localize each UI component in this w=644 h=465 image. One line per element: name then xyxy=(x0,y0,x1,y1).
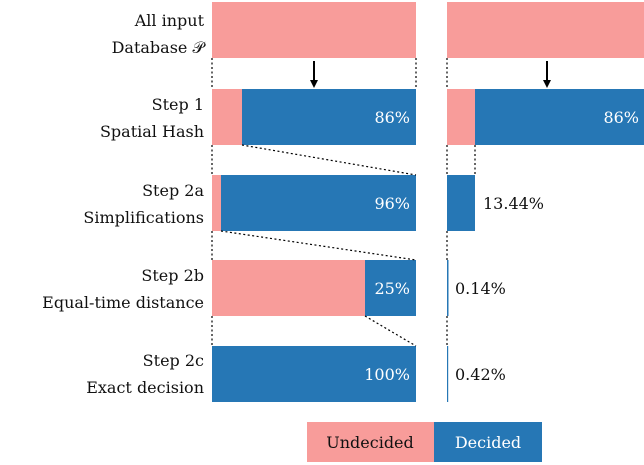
stage-1-label-2: Spatial Hash xyxy=(100,122,204,141)
right-row-3-pct: 0.14% xyxy=(455,279,506,298)
legend-decided-label: Decided xyxy=(455,433,521,452)
right-row-4-pct: 0.42% xyxy=(455,365,506,384)
legend-decided-swatch xyxy=(434,422,542,462)
right-row-1-decided xyxy=(475,89,644,145)
left-row-1-undecided xyxy=(212,89,242,145)
stage-0-label-1: All input xyxy=(134,11,205,30)
right-column: 86% 13.44% 0.14% 0.42% xyxy=(446,2,644,402)
left-row-1-pct: 86% xyxy=(374,108,410,127)
left-row-2-undecided xyxy=(212,175,221,231)
right-row-0-undecided xyxy=(447,2,644,58)
right-row-3-decided xyxy=(447,260,449,316)
legend-undecided-label: Undecided xyxy=(326,433,414,452)
left-row-3-decided xyxy=(365,260,416,316)
stage-3-label-2: Equal-time distance xyxy=(42,293,204,312)
right-row-4-decided xyxy=(447,346,449,402)
stage-4-label-1: Step 2c xyxy=(143,351,204,370)
right-row-2-decided xyxy=(447,175,475,231)
right-row-1-pct: 86% xyxy=(603,108,639,127)
legend-undecided-swatch xyxy=(307,422,434,462)
left-row-3-undecided xyxy=(212,260,365,316)
stage-3-label-1: Step 2b xyxy=(141,266,204,285)
left-row-4-pct: 100% xyxy=(364,365,410,384)
right-connectors xyxy=(446,58,476,346)
row-labels: All input Database 𝒫 Step 1 Spatial Hash… xyxy=(42,11,206,397)
left-row-3-pct: 25% xyxy=(374,279,410,298)
left-row-1-decided xyxy=(242,89,416,145)
stage-0-label-2: Database 𝒫 xyxy=(112,38,207,57)
left-connectors xyxy=(211,58,417,347)
left-row-2-pct: 96% xyxy=(374,194,410,213)
left-column: 86% 96% 25% 100% xyxy=(211,2,417,402)
left-row-4-decided xyxy=(212,346,416,402)
left-row-0-undecided xyxy=(212,2,416,58)
stage-4-label-2: Exact decision xyxy=(86,378,204,397)
left-row-2-decided xyxy=(221,175,416,231)
right-row-1-undecided xyxy=(447,89,475,145)
stage-2-label-1: Step 2a xyxy=(142,181,204,200)
stage-1-label-1: Step 1 xyxy=(152,95,204,114)
legend: Undecided Decided xyxy=(307,422,542,462)
stage-2-label-2: Simplifications xyxy=(83,208,204,227)
right-row-2-pct: 13.44% xyxy=(483,194,544,213)
